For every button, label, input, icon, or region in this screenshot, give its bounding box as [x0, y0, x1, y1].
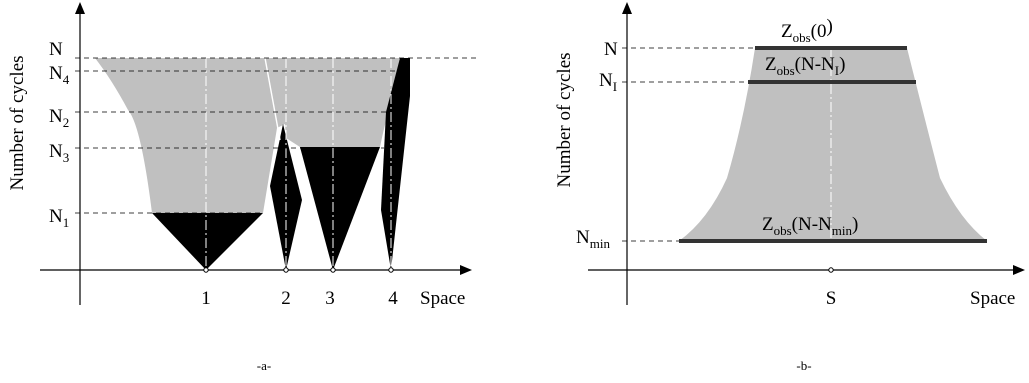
level-label-N1: N1	[49, 206, 69, 230]
caption-a: -a-	[257, 358, 271, 373]
caption-b: -b-	[796, 358, 811, 373]
x-axis-b-arrow	[1013, 265, 1025, 275]
level-label-b-NI: NI	[599, 70, 617, 94]
level-label-N3: N3	[49, 141, 69, 165]
position-label-3: 3	[325, 288, 335, 309]
gray-region-a	[95, 58, 400, 213]
y-axis-a-arrow	[75, 2, 85, 14]
level-label-N4: N4	[49, 63, 70, 87]
y-axis-label-a: Number of cycles	[7, 55, 28, 190]
x-axis-a-arrow	[460, 265, 472, 275]
panel-b: Number of cycles N NI Nmin Zobs(0) Zobs(…	[554, 2, 1025, 373]
zobs-label-0: Zobs(0)	[781, 16, 833, 45]
y-axis-label-b: Number of cycles	[554, 52, 575, 187]
seam-line-a	[264, 57, 281, 141]
position-label-4: 4	[388, 288, 398, 309]
gray-region-b	[679, 48, 987, 241]
black-triangle-1	[152, 213, 263, 270]
marker-3	[330, 267, 336, 273]
marker-1	[203, 267, 209, 273]
zobs-label-Nmin: Zobs(N-Nmin)	[762, 214, 858, 238]
level-label-N: N	[49, 39, 63, 60]
black-triangle-3	[300, 147, 380, 270]
marker-S	[828, 267, 834, 273]
position-label-S: S	[826, 288, 837, 309]
x-axis-label-b: Space	[970, 288, 1015, 309]
level-label-N2: N2	[49, 106, 69, 130]
level-label-b-N: N	[604, 39, 618, 60]
zobs-label-NI: Zobs(N-NI)	[765, 54, 845, 78]
black-triangle-4	[381, 58, 410, 270]
marker-4	[388, 267, 394, 273]
panel-a: Number of cycles N N4 N2 N3 N1 1 2 3 4 S…	[7, 2, 478, 373]
position-label-2: 2	[281, 288, 291, 309]
position-label-1: 1	[201, 288, 211, 309]
y-axis-b-arrow	[622, 2, 632, 14]
x-axis-label-a: Space	[420, 288, 465, 309]
marker-2	[283, 267, 289, 273]
level-label-b-Nmin: Nmin	[576, 227, 610, 251]
